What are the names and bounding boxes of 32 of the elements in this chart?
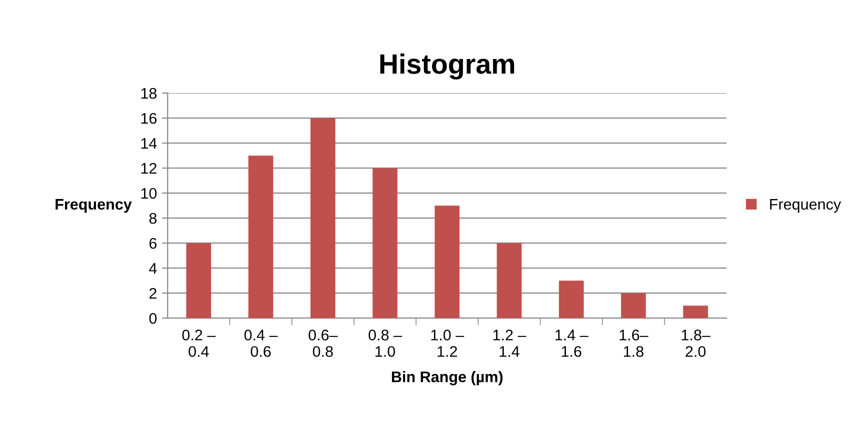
x-tick-label: 1.8– 2.0 xyxy=(682,330,710,357)
y-tick-label: 0 xyxy=(149,312,157,324)
y-tick-label: 12 xyxy=(141,162,156,174)
y-axis-title: Frequency xyxy=(56,199,132,213)
x-tick-label: 1.6– 1.8 xyxy=(620,330,648,357)
bar xyxy=(310,118,336,318)
bar xyxy=(186,243,212,318)
x-tick-label: 0.2 – 0.4 xyxy=(182,330,216,357)
y-tick-label: 2 xyxy=(149,288,156,299)
x-tick-label: 1.4 – 1.6 xyxy=(556,330,588,357)
chart-title: Histogram xyxy=(380,54,514,80)
y-tick-label: 4 xyxy=(149,263,157,274)
bar xyxy=(434,206,460,318)
y-tick-label: 18 xyxy=(141,88,157,99)
x-tick-label: 1.0 – 1.2 xyxy=(431,330,464,357)
bar xyxy=(683,306,708,318)
bar xyxy=(248,156,274,318)
y-tick-label: 8 xyxy=(149,212,157,224)
bar xyxy=(372,168,398,318)
x-tick-label: 0.8 – 1.0 xyxy=(368,330,402,357)
legend-label: Frequency xyxy=(770,199,842,213)
y-tick-label: 14 xyxy=(141,138,157,149)
y-tick-label: 16 xyxy=(141,112,157,124)
y-tick-label: 6 xyxy=(149,238,157,249)
y-tick-label: 10 xyxy=(141,188,157,199)
bar xyxy=(496,243,522,318)
bar xyxy=(558,280,584,318)
x-tick-label: 1.2 – 1.4 xyxy=(493,330,526,357)
x-tick-label: 0.6– 0.8 xyxy=(308,330,338,357)
x-tick-label: 0.4 – 0.6 xyxy=(244,330,278,357)
bar xyxy=(621,293,646,318)
x-axis-title: Bin Range (µm) xyxy=(392,371,503,386)
